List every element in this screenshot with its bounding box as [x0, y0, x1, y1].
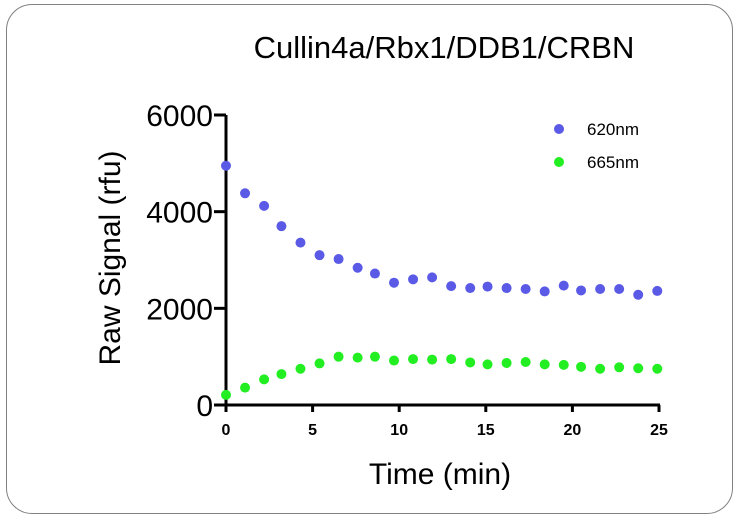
- data-point-series-2: [333, 351, 344, 362]
- y-axis-label: Raw Signal (rfu): [94, 150, 127, 365]
- data-point-series-2: [595, 363, 606, 374]
- data-point-series-1: [501, 283, 512, 294]
- data-point-series-2: [446, 354, 457, 365]
- legend-marker: [554, 157, 564, 167]
- data-point-series-2: [427, 354, 438, 365]
- data-point-series-1: [333, 254, 344, 265]
- data-point-series-2: [240, 382, 251, 393]
- x-tick-label: 10: [390, 422, 408, 439]
- data-point-series-2: [295, 363, 306, 374]
- data-point-series-1: [652, 285, 663, 296]
- x-axis-label: Time (min): [369, 458, 511, 491]
- data-point-series-2: [259, 374, 270, 385]
- data-point-series-1: [295, 237, 306, 248]
- data-point-series-2: [633, 363, 644, 374]
- data-point-series-1: [369, 268, 380, 279]
- data-point-series-2: [276, 369, 287, 380]
- data-point-series-2: [314, 358, 325, 369]
- data-point-series-1: [482, 281, 493, 292]
- y-tick-label: 4000: [146, 197, 213, 230]
- x-tick-label: 20: [564, 422, 582, 439]
- data-point-series-1: [314, 250, 325, 261]
- data-point-series-2: [352, 352, 363, 363]
- data-point-series-2: [558, 359, 569, 370]
- data-point-series-1: [520, 284, 531, 294]
- tick-labels: 0 2000 4000 6000 0 5 10 15 20 25: [146, 100, 668, 439]
- data-point-series-1: [240, 188, 251, 199]
- data-point-series-1: [389, 277, 400, 288]
- data-point-series-1: [595, 284, 606, 294]
- data-point-series-1: [614, 284, 625, 294]
- y-tick-label: 0: [196, 390, 213, 423]
- legend: 620nm 665nm: [554, 120, 639, 172]
- data-point-series-2: [576, 361, 587, 372]
- axes: [214, 113, 661, 412]
- data-point-series-2: [369, 351, 380, 362]
- data-point-series-1: [558, 280, 569, 291]
- data-point-series-1: [352, 262, 363, 273]
- y-tick-label: 2000: [146, 293, 213, 326]
- data-point-series-2: [465, 357, 476, 368]
- data-point-series-2: [539, 359, 550, 370]
- data-point-series-1: [465, 283, 476, 294]
- legend-label: 665nm: [587, 153, 639, 172]
- data-point-series-2: [482, 359, 493, 370]
- data-point-series-2: [501, 357, 512, 368]
- data-point-series-1: [446, 281, 457, 292]
- x-tick-label: 0: [222, 422, 231, 439]
- x-tick-label: 25: [650, 422, 668, 439]
- data-point-series-1: [427, 272, 438, 283]
- scatter-chart: Cullin4a/Rbx1/DDB1/CRBN 0 2000 4000 6000 0 5 1…: [94, 30, 668, 491]
- x-tick-label: 15: [477, 422, 495, 439]
- legend-marker: [554, 124, 564, 134]
- data-point-series-2: [221, 389, 231, 400]
- data-point-series-2: [520, 356, 531, 367]
- data-point-series-1: [408, 274, 419, 285]
- chart-title: Cullin4a/Rbx1/DDB1/CRBN: [254, 30, 635, 65]
- legend-label: 620nm: [587, 120, 639, 139]
- data-point-series-2: [408, 354, 419, 365]
- data-point-series-1: [633, 289, 644, 300]
- y-tick-label: 6000: [146, 100, 213, 133]
- data-point-series-1: [276, 221, 287, 232]
- data-point-series-1: [539, 286, 550, 297]
- data-points: [221, 160, 663, 400]
- data-point-series-1: [259, 200, 270, 211]
- data-point-series-2: [652, 363, 663, 374]
- data-point-series-2: [614, 362, 625, 373]
- data-point-series-1: [576, 285, 587, 296]
- x-tick-label: 5: [308, 422, 317, 439]
- data-point-series-2: [389, 355, 400, 366]
- data-point-series-1: [221, 160, 231, 171]
